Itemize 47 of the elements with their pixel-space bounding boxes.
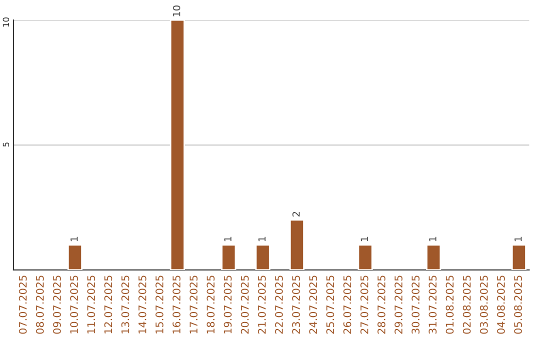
x-tick-label: 03.08.2025 <box>480 276 488 334</box>
bar <box>67 244 82 270</box>
x-tick-label: 11.07.2025 <box>87 276 96 334</box>
data-label: 1 <box>514 236 522 242</box>
data-label: 1 <box>258 236 266 242</box>
x-tick-label: 21.07.2025 <box>258 276 266 334</box>
data-label: 10 <box>172 6 180 16</box>
bar <box>221 244 236 270</box>
x-tick-label: 28.07.2025 <box>377 276 386 334</box>
x-tick-label: 14.07.2025 <box>138 276 146 334</box>
x-tick-label: 19.07.2025 <box>224 276 232 334</box>
bar <box>511 244 526 270</box>
x-tick-label: 31.07.2025 <box>428 276 437 334</box>
x-tick-label: 01.08.2025 <box>446 276 454 334</box>
bar <box>289 219 304 270</box>
x-tick-label: 17.07.2025 <box>190 276 198 334</box>
x-tick-label: 16.07.2025 <box>172 276 180 334</box>
bar <box>358 244 373 270</box>
x-tick-label: 10.07.2025 <box>70 276 78 334</box>
data-label: 1 <box>360 236 368 242</box>
y-tick-label: 5 <box>2 142 10 147</box>
x-tick-label: 30.07.2025 <box>412 276 420 334</box>
x-tick-label: 24.07.2025 <box>309 276 318 334</box>
x-tick-label: 25.07.2025 <box>326 276 334 334</box>
bar <box>255 244 270 270</box>
x-tick-label: 09.07.2025 <box>53 276 61 334</box>
x-tick-label: 29.07.2025 <box>394 276 402 334</box>
bar <box>170 20 185 270</box>
data-label: 1 <box>70 236 78 242</box>
x-tick-label: 26.07.2025 <box>343 276 352 334</box>
x-tick-label: 05.08.2025 <box>514 276 522 334</box>
x-tick-label: 27.07.2025 <box>360 276 368 334</box>
x-tick-label: 20.07.2025 <box>240 276 249 334</box>
x-tick-label: 15.07.2025 <box>156 276 164 334</box>
data-label: 1 <box>429 236 436 242</box>
x-tick-label: 18.07.2025 <box>206 276 215 334</box>
data-label: 2 <box>292 212 300 216</box>
x-tick-label: 08.07.2025 <box>36 276 44 334</box>
x-tick-label: 22.07.2025 <box>275 276 283 334</box>
x-tick-label: 04.08.2025 <box>497 276 505 334</box>
data-label: 1 <box>224 236 232 242</box>
x-tick-label: 07.07.2025 <box>18 276 27 334</box>
x-tick-label: 12.07.2025 <box>104 276 112 334</box>
x-tick-label: 02.08.2025 <box>462 276 471 334</box>
x-tick-label: 23.07.2025 <box>292 276 300 334</box>
x-tick-label: 13.07.2025 <box>121 276 130 334</box>
bar <box>426 244 442 270</box>
